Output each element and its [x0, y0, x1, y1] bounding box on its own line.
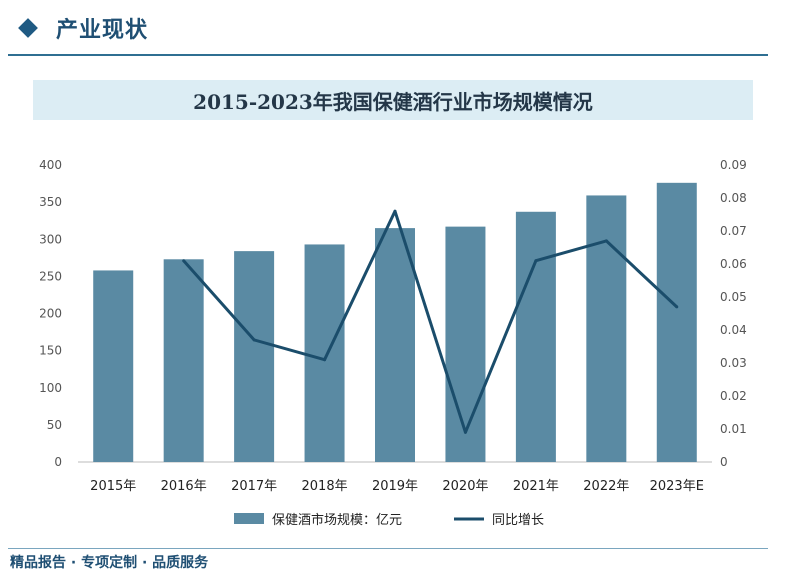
line-point	[182, 259, 186, 263]
y2-tick-label: 0.06	[720, 257, 747, 271]
growth-line	[182, 209, 678, 434]
y2-tick-label: 0.08	[720, 191, 747, 205]
line-point	[252, 338, 256, 342]
x-tick-label: 2021年	[513, 479, 559, 494]
x-tick-label: 2015年	[90, 479, 136, 494]
x-tick-label: 2016年	[161, 479, 207, 494]
line-point	[604, 239, 608, 243]
x-tick-label: 2023年E	[650, 479, 704, 494]
y2-tick-label: 0.09	[720, 158, 747, 172]
y2-tick-label: 0.01	[720, 422, 747, 436]
line-point	[393, 209, 397, 213]
x-tick-label: 2017年	[231, 479, 277, 494]
bar	[656, 182, 697, 462]
x-tick-label: 2022年	[583, 479, 629, 494]
legend-swatch-bar	[234, 513, 264, 524]
y2-tick-label: 0.07	[720, 224, 747, 238]
x-tick-label: 2020年	[442, 479, 488, 494]
legend-label-bar: 保健酒市场规模：亿元	[272, 512, 402, 528]
chart-title: 2015-2023年我国保健酒行业市场规模情况	[193, 90, 593, 114]
y2-tick-label: 0.04	[720, 323, 747, 337]
x-tick-label: 2018年	[302, 479, 348, 494]
line-point	[463, 430, 467, 434]
chart-title-banner: 2015-2023年我国保健酒行业市场规模情况	[33, 80, 753, 120]
y-tick-label: 150	[39, 344, 62, 358]
bar	[445, 226, 486, 462]
y-tick-label: 200	[39, 307, 62, 321]
y2-tick-label: 0.05	[720, 290, 747, 304]
line-point	[323, 358, 327, 362]
section-title: 产业现状	[56, 18, 149, 43]
footer-tagline: 精品报告 · 专项定制 · 品质服务	[10, 555, 209, 571]
bar	[163, 259, 204, 462]
section-header: 产业现状	[0, 0, 800, 62]
y2-tick-label: 0	[720, 455, 728, 469]
y-tick-label: 350	[39, 195, 62, 209]
bar	[304, 244, 345, 462]
y2-tick-label: 0.02	[720, 389, 747, 403]
header-divider	[8, 54, 768, 56]
x-tick-label: 2019年	[372, 479, 418, 494]
y-tick-label: 100	[39, 381, 62, 395]
bar	[234, 251, 275, 462]
y2-tick-label: 0.03	[720, 356, 747, 370]
legend-label-line: 同比增长	[492, 513, 544, 528]
bar	[515, 211, 556, 462]
y-tick-label: 50	[47, 418, 62, 432]
bar	[375, 228, 415, 462]
bar	[586, 195, 627, 462]
y-tick-label: 0	[54, 455, 62, 469]
y-tick-label: 300	[39, 232, 62, 246]
line-point	[534, 259, 538, 263]
footer-divider	[8, 548, 768, 549]
bar	[93, 270, 134, 462]
line-point	[675, 305, 679, 309]
y-tick-label: 250	[39, 269, 62, 283]
y-tick-label: 400	[39, 158, 62, 172]
